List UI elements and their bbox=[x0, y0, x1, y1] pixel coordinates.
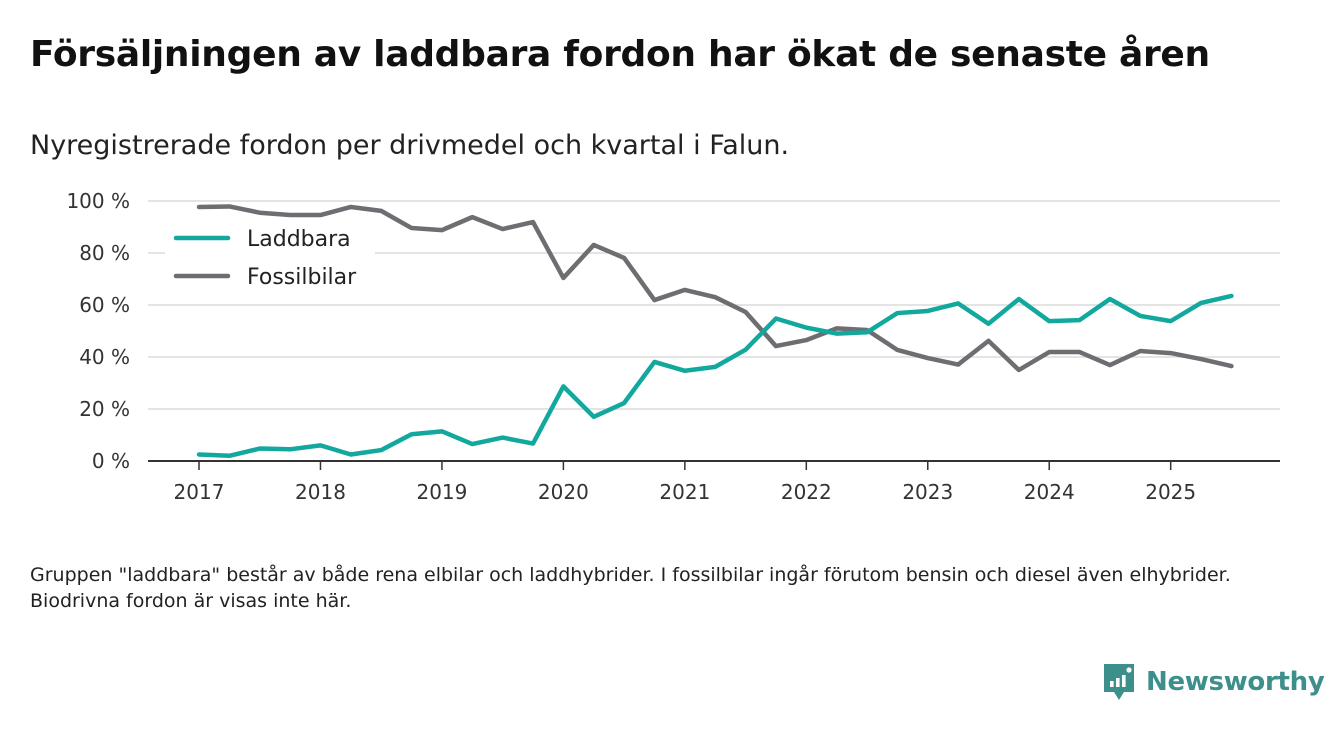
x-tick-label: 2025 bbox=[1145, 480, 1196, 504]
y-tick-label: 100 % bbox=[66, 189, 130, 213]
y-tick-label: 20 % bbox=[79, 397, 130, 421]
x-tick-label: 2017 bbox=[174, 480, 225, 504]
series-line-laddbara bbox=[196, 293, 1234, 459]
x-tick-label: 2021 bbox=[659, 480, 710, 504]
x-tick-label: 2024 bbox=[1024, 480, 1075, 504]
y-tick-label: 0 % bbox=[92, 449, 130, 473]
y-axis: 0 % 20 % 40 % 60 % 80 % 100 % bbox=[66, 189, 130, 473]
legend-label: Laddbara bbox=[247, 227, 351, 252]
legend-label: Fossilbilar bbox=[247, 265, 357, 290]
brand-logo[interactable]: Newsworthy bbox=[1102, 662, 1325, 702]
x-tick-label: 2022 bbox=[781, 480, 832, 504]
chart-title: Försäljningen av laddbara fordon har öka… bbox=[30, 34, 1210, 75]
y-tick-label: 80 % bbox=[79, 241, 130, 265]
x-tick-label: 2018 bbox=[295, 480, 346, 504]
x-tick-label: 2019 bbox=[416, 480, 467, 504]
footnote: Gruppen "laddbara" består av både rena e… bbox=[30, 564, 1231, 612]
legend: Laddbara Fossilbilar bbox=[165, 218, 375, 300]
chart-subtitle: Nyregistrerade fordon per drivmedel och … bbox=[30, 130, 790, 161]
x-tick-label: 2020 bbox=[538, 480, 589, 504]
legend-background bbox=[165, 218, 375, 300]
x-tick-label: 2023 bbox=[902, 480, 953, 504]
line-chart: 0 % 20 % 40 % 60 % 80 % 100 % 2017 2018 2019 202… bbox=[66, 189, 1280, 504]
newsworthy-logo-icon bbox=[1104, 664, 1134, 700]
x-axis: 2017 2018 2019 2020 2021 2022 2023 2024 2025 bbox=[148, 460, 1280, 504]
y-tick-label: 60 % bbox=[79, 293, 130, 317]
brand-name: Newsworthy bbox=[1146, 667, 1325, 697]
series-lines bbox=[196, 204, 1234, 459]
series-line-fossilbilar bbox=[196, 204, 1234, 373]
y-tick-label: 40 % bbox=[79, 345, 130, 369]
